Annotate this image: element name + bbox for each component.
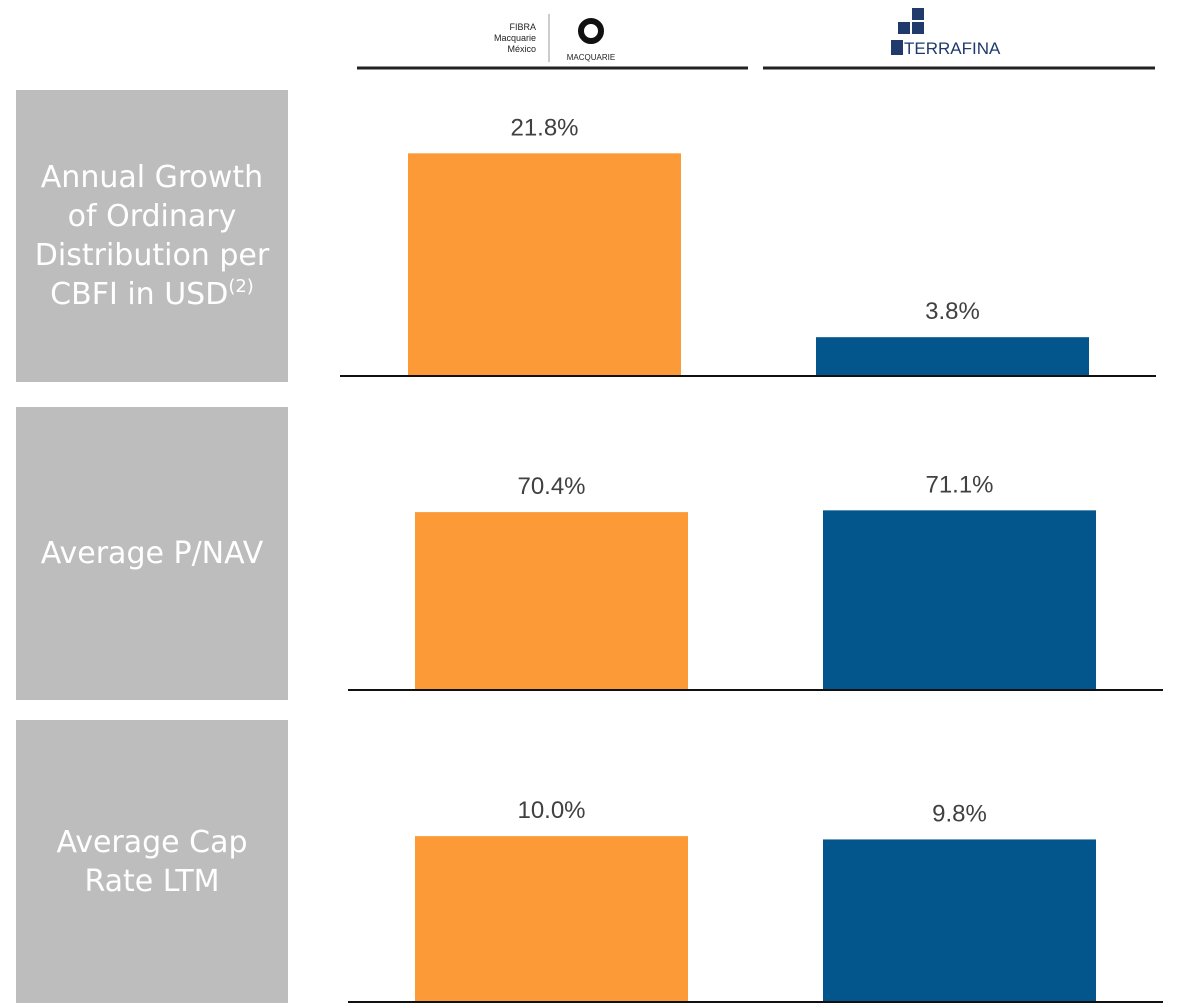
row-title: Average Cap Rate LTM xyxy=(56,824,248,899)
bar xyxy=(415,512,688,690)
footnote-ref: (2) xyxy=(228,276,254,297)
left-logo: FIBRA Macquarie México MACQUARIE xyxy=(494,14,615,62)
row-label-text: Annual Growth of Ordinary Distribution p… xyxy=(34,158,270,314)
bar xyxy=(823,510,1096,690)
logo-text: México xyxy=(507,44,536,54)
bar xyxy=(816,337,1089,376)
row-label: Average P/NAV xyxy=(16,407,288,700)
row-title: Annual Growth of Ordinary Distribution p… xyxy=(34,160,270,312)
row-label: Annual Growth of Ordinary Distribution p… xyxy=(16,90,288,382)
row-label-text: Average Cap Rate LTM xyxy=(34,823,270,901)
logo-icon xyxy=(578,18,604,44)
bar xyxy=(823,839,1096,1002)
value-label: 9.8% xyxy=(932,800,987,827)
bar xyxy=(408,153,681,376)
logo-text: FIBRA xyxy=(509,22,536,32)
value-label: 3.8% xyxy=(925,298,980,325)
logo-text: TERRAFINA xyxy=(904,39,1001,58)
logo-text: Macquarie xyxy=(494,33,536,43)
logo-text: MACQUARIE xyxy=(567,53,615,62)
value-label: 10.0% xyxy=(517,797,585,824)
value-label: 71.1% xyxy=(925,471,993,498)
value-label: 70.4% xyxy=(517,473,585,500)
bar xyxy=(415,836,688,1002)
row-title: Average P/NAV xyxy=(40,536,264,571)
row-label: Average Cap Rate LTM xyxy=(16,720,288,1003)
value-label: 21.8% xyxy=(510,114,578,141)
row-label-text: Average P/NAV xyxy=(34,534,270,573)
logo-icon xyxy=(891,8,924,55)
right-logo: TERRAFINA xyxy=(891,8,1001,58)
